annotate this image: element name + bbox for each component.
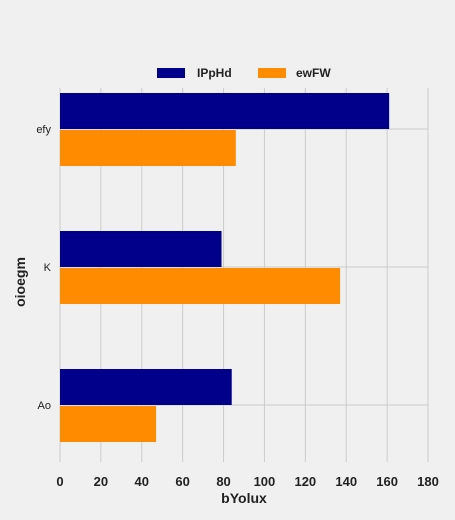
legend-swatch-series-2	[258, 68, 286, 78]
bar-1-K	[60, 231, 222, 267]
y-tick-label: efy	[36, 124, 51, 136]
x-tick-labels: 0 20 40 60 80 100 120 140 160 180	[56, 474, 438, 489]
legend: IPpHd ewFW	[157, 66, 331, 80]
x-tick-label: 40	[135, 474, 149, 489]
y-tick-label: K	[44, 262, 52, 274]
y-tick-labels: efy K Ao	[36, 124, 51, 412]
x-tick-label: 20	[94, 474, 108, 489]
bar-1-efy	[60, 93, 390, 129]
bar-2-K	[60, 268, 341, 304]
x-axis-label: bYolux	[221, 490, 267, 506]
legend-label-series-1: IPpHd	[197, 66, 232, 80]
x-tick-label: 160	[376, 474, 398, 489]
legend-label-series-2: ewFW	[296, 66, 331, 80]
bar-1-Ao	[60, 369, 232, 405]
x-tick-label: 100	[254, 474, 276, 489]
x-tick-label: 0	[56, 474, 63, 489]
x-tick-label: 180	[417, 474, 439, 489]
x-tick-label: 80	[216, 474, 230, 489]
bar-2-efy	[60, 130, 236, 166]
y-tick-label: Ao	[38, 400, 51, 412]
bars	[60, 93, 390, 442]
x-tick-label: 60	[175, 474, 189, 489]
x-tick-label: 140	[335, 474, 357, 489]
bar-2-Ao	[60, 406, 157, 442]
y-axis-label: oioegm	[12, 257, 28, 307]
legend-swatch-series-1	[157, 68, 185, 78]
x-tick-label: 120	[294, 474, 316, 489]
